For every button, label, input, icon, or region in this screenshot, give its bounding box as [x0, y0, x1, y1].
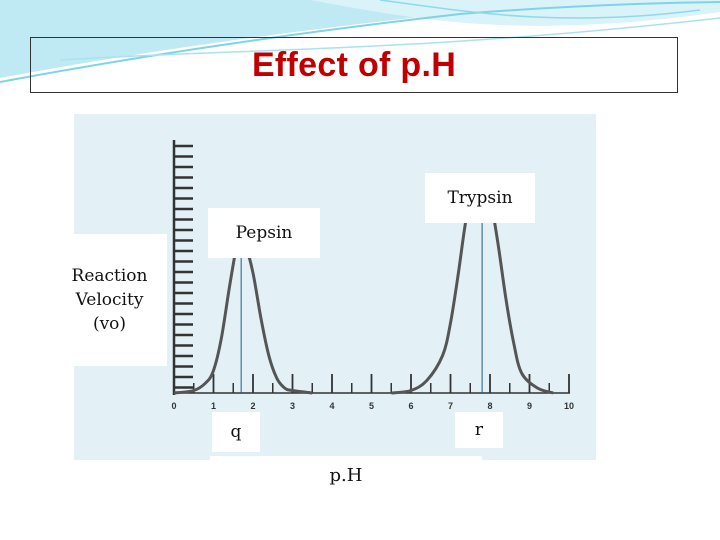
- header-wave-line-3: [379, 0, 701, 19]
- series-label-pepsin: Pepsin: [208, 208, 320, 258]
- x-axis-label: p.H: [210, 456, 482, 494]
- x-tick-label: 6: [408, 401, 413, 411]
- x-tick-label: 0: [171, 401, 176, 411]
- x-tick-label: 4: [329, 401, 334, 411]
- header-wave-line: [0, 1, 720, 83]
- header-wave-line-2: [59, 17, 720, 61]
- x-tick-label: 7: [448, 401, 453, 411]
- peak-marker-r: r: [455, 412, 503, 448]
- header-wave-band: [0, 0, 720, 78]
- x-tick-label: 10: [564, 401, 574, 411]
- x-axis-label-text: p.H: [329, 464, 363, 486]
- y-axis-ruler: [172, 140, 193, 395]
- y-axis-label: Reaction Velocity (vo): [52, 234, 167, 366]
- peak-marker-q: q: [212, 412, 260, 452]
- x-tick-label: 5: [369, 401, 374, 411]
- x-tick-label: 9: [527, 401, 532, 411]
- peak-marker-r-text: r: [474, 420, 484, 440]
- series-label-trypsin: Trypsin: [425, 173, 535, 223]
- x-tick-label: 8: [487, 401, 492, 411]
- x-tick-label: 1: [211, 401, 216, 411]
- x-tick-label: 3: [290, 401, 295, 411]
- y-axis-label-text: Reaction Velocity (vo): [71, 266, 148, 334]
- slide-title: Effect of p.H: [251, 45, 457, 84]
- series-label-pepsin-text: Pepsin: [235, 223, 293, 243]
- header-wave-light: [310, 0, 720, 26]
- peak-marker-q-text: q: [230, 422, 242, 442]
- x-axis-tick-labels: 0 1 2 3 4 5 6 7 8 9 10: [171, 401, 574, 411]
- title-box: Effect of p.H: [30, 37, 678, 93]
- series-label-trypsin-text: Trypsin: [447, 188, 513, 208]
- x-tick-label: 2: [250, 401, 255, 411]
